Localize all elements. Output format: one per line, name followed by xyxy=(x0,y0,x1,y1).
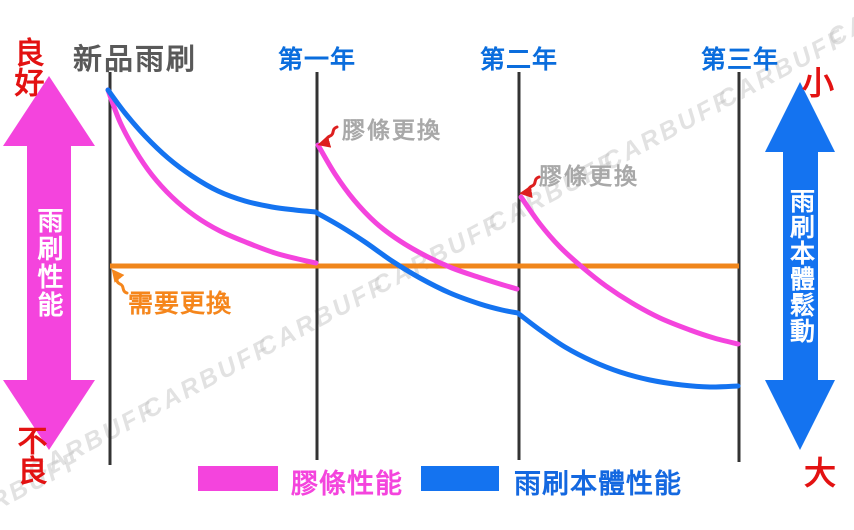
body-performance-curve-segment-2 xyxy=(314,210,521,316)
right-axis-top-label: 小 xyxy=(802,65,835,101)
wiper-body-looseness-axis-arrow: 雨刷本體鬆動 xyxy=(765,82,835,450)
arrow-shaft: 雨刷本體鬆動 xyxy=(782,152,818,380)
legend-swatch-rubber xyxy=(198,466,278,491)
body-performance-curve-segment-3 xyxy=(516,311,741,390)
left-axis-top-label: 良好 xyxy=(9,37,43,97)
rubber-replace-arrow-2 xyxy=(519,175,541,198)
legend-swatch-body xyxy=(421,466,499,491)
year-2-label: 第二年 xyxy=(479,46,559,74)
page-title: 新品雨刷 xyxy=(73,44,198,76)
left-axis-bottom-label: 不良 xyxy=(12,425,46,485)
rubber-performance-curve-segment-2 xyxy=(315,142,520,292)
arrow-up-icon xyxy=(765,82,835,152)
threshold-arrow xyxy=(111,269,129,295)
legend-label-rubber: 膠條性能 xyxy=(291,469,403,499)
arrow-shaft: 雨刷性能 xyxy=(27,146,71,380)
right-axis-label: 雨刷本體鬆動 xyxy=(786,188,815,344)
arrow-down-icon xyxy=(765,380,835,450)
left-axis-label: 雨刷性能 xyxy=(34,207,64,319)
legend-label-body: 雨刷本體性能 xyxy=(514,469,682,499)
year-3-label: 第三年 xyxy=(700,46,780,74)
arrow-up-icon xyxy=(3,76,95,146)
rubber-replace-annotation-2: 膠條更換 xyxy=(539,163,639,189)
year-1-label: 第一年 xyxy=(277,46,357,74)
rubber-performance-curve-segment-3 xyxy=(518,194,741,347)
rubber-replace-arrow-1 xyxy=(317,125,339,148)
right-axis-bottom-label: 大 xyxy=(804,455,837,491)
rubber-performance-curve-segment-1 xyxy=(105,87,319,266)
body-performance-curve-segment-1 xyxy=(105,87,319,215)
arrow-down-icon xyxy=(3,380,95,450)
wiper-performance-axis-arrow: 雨刷性能 xyxy=(3,76,95,450)
replacement-threshold-label: 需要更換 xyxy=(128,290,233,318)
rubber-replace-annotation-1: 膠條更換 xyxy=(342,117,442,143)
